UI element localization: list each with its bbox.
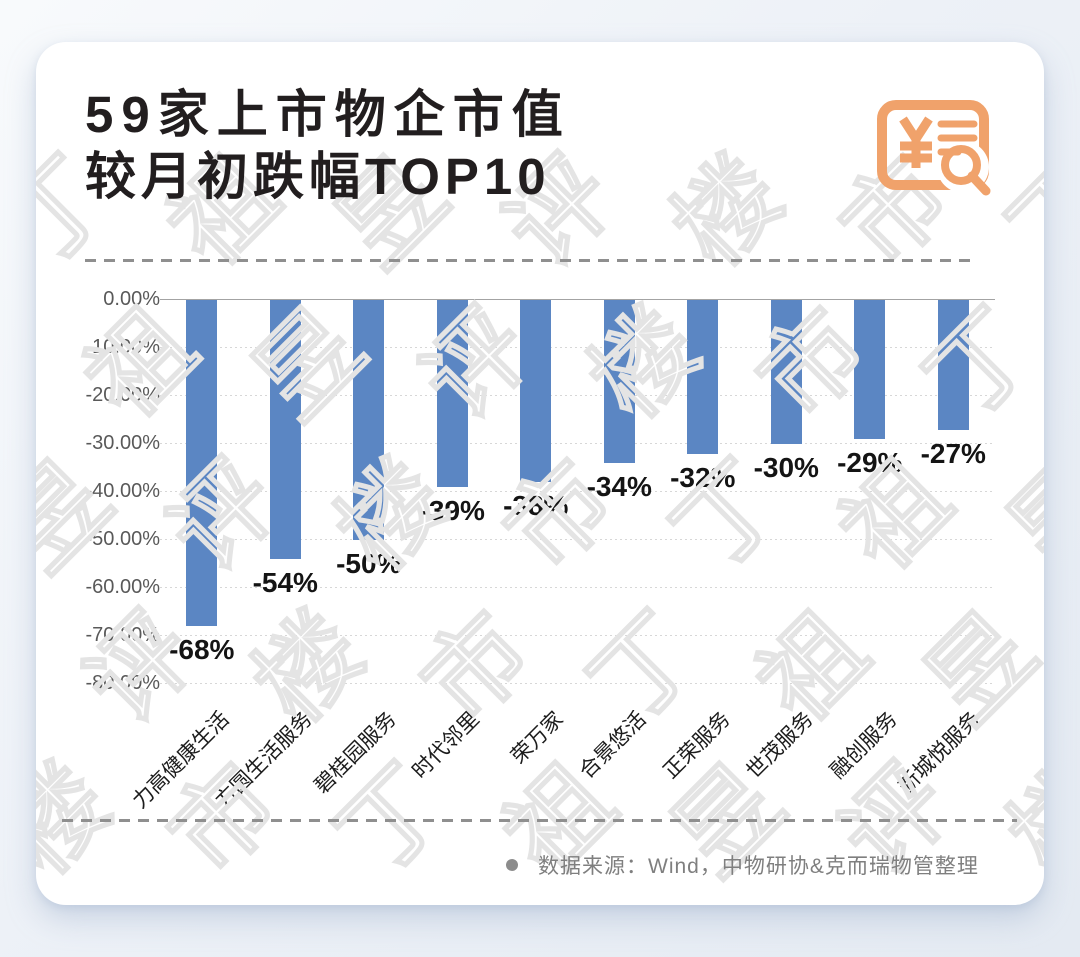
gridline bbox=[160, 347, 995, 348]
bar-荣万家 bbox=[520, 300, 552, 483]
bar-value-label: -34% bbox=[586, 471, 652, 503]
bar-value-label: -50% bbox=[336, 548, 402, 579]
gridline bbox=[160, 395, 995, 396]
y-axis-tick-label: -60.00% bbox=[85, 576, 161, 598]
gridline bbox=[160, 683, 995, 684]
bar-value-label: -29% bbox=[837, 447, 903, 479]
source-bullet-icon bbox=[506, 859, 518, 871]
bar-value-label: -32% bbox=[670, 461, 736, 493]
y-axis-tick-label: -20.00% bbox=[85, 384, 161, 406]
bar-时代邻里 bbox=[436, 300, 468, 488]
y-axis-tick-label: -30.00% bbox=[85, 432, 161, 454]
gridline bbox=[160, 443, 995, 444]
y-axis-tick-label: -70.00% bbox=[85, 624, 161, 646]
page-title-line1: 59家上市物企市值 bbox=[85, 86, 571, 143]
bar-value-label: -38% bbox=[503, 490, 569, 522]
bar-value-label: -54% bbox=[252, 567, 318, 599]
source-footer: 数据来源：Wind，中物研协&克而瑞物管整理 bbox=[506, 850, 979, 880]
bar-value-label: -68% bbox=[169, 634, 235, 666]
bar-方圆生活服务 bbox=[269, 300, 301, 560]
bar-value-label: -39% bbox=[419, 495, 485, 527]
y-axis-tick-label: 0.00% bbox=[103, 288, 160, 310]
bar-力高健康生活 bbox=[186, 300, 218, 627]
y-axis-tick-label: -10.00% bbox=[85, 336, 161, 358]
bar-正荣服务 bbox=[687, 300, 719, 454]
bar-合景悠活 bbox=[603, 300, 635, 464]
bar-碧桂园服务 bbox=[353, 300, 385, 540]
bar-融创服务 bbox=[854, 300, 886, 440]
gridline bbox=[160, 491, 995, 492]
dashed-divider-bottom bbox=[62, 819, 1017, 822]
bar-chart: 0.00% -10.00% -20.00% -30.00% -40.00% -50.00%… bbox=[36, 42, 1044, 905]
gridline bbox=[160, 635, 995, 636]
zero-axis-line bbox=[160, 299, 995, 300]
bar-世茂服务 bbox=[770, 300, 802, 444]
money-search-icon bbox=[872, 97, 994, 197]
dashed-divider-top bbox=[85, 259, 978, 262]
y-axis-tick-label: -50.00% bbox=[85, 528, 161, 550]
y-axis-tick-label: -80.00% bbox=[85, 672, 161, 694]
gridline bbox=[160, 587, 995, 588]
infographic-card: 59家上市物企市值 较月初跌幅TOP10 0.00% -10.00% -20.00%… bbox=[36, 42, 1044, 905]
page-title-line2: 较月初跌幅TOP10 bbox=[85, 148, 551, 205]
bar-新城悦服务 bbox=[937, 300, 969, 430]
bar-value-label: -30% bbox=[753, 452, 819, 483]
source-text: 数据来源：Wind，中物研协&克而瑞物管整理 bbox=[538, 855, 979, 878]
bar-value-label: -27% bbox=[920, 437, 986, 469]
y-axis-tick-label: -40.00% bbox=[85, 480, 161, 502]
gridline bbox=[160, 539, 995, 540]
